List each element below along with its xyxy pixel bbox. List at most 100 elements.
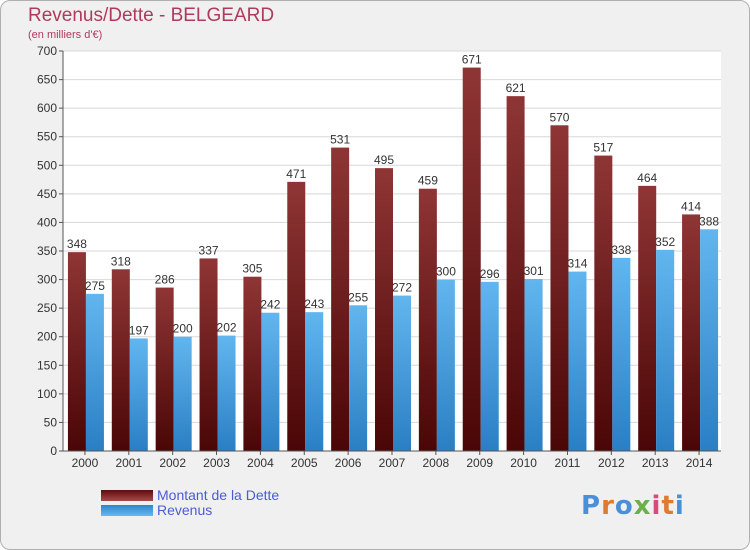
x-tick-label: 2002 [159,456,186,470]
data-label-debt: 570 [549,110,569,124]
data-label-debt: 464 [637,171,657,185]
proxiti-logo: Proxiti [581,491,685,521]
data-label-debt: 286 [155,273,175,287]
data-label-revenue: 255 [348,290,368,304]
data-label-revenue: 300 [436,265,456,279]
data-label-debt: 621 [506,81,526,95]
data-label-revenue: 314 [567,257,587,271]
logo-letter: o [614,491,634,521]
bar-debt [67,252,86,451]
x-tick-label: 2006 [335,456,362,470]
x-tick-label: 2012 [598,456,625,470]
bar-revenue [524,279,543,451]
bar-debt [682,214,701,451]
x-tick-label: 2000 [72,456,99,470]
y-tick-label: 450 [37,187,57,201]
logo-letter: x [633,491,652,521]
data-label-revenue: 242 [260,298,280,312]
bar-debt [594,155,613,452]
y-tick-label: 650 [37,73,57,87]
bar-debt [638,185,657,451]
bar-revenue [305,312,324,451]
legend-swatch-revenue [101,504,153,516]
bar-revenue [261,312,280,451]
data-label-revenue: 275 [85,279,105,293]
x-tick-label: 2014 [686,456,713,470]
y-tick-label: 150 [37,358,57,372]
bar-debt [462,67,481,452]
y-tick-label: 500 [37,158,57,172]
x-tick-label: 2003 [203,456,230,470]
bar-debt [418,188,437,451]
logo-letter: P [581,491,602,521]
chart-title: Revenus/Dette - BELGEARD [28,5,275,26]
data-label-revenue: 200 [173,322,193,336]
chart-subtitle: (en milliers d'€) [28,29,103,41]
legend-swatch-debt [101,489,153,501]
bar-revenue [436,279,455,451]
logo-letter: i [674,491,685,521]
bar-debt [550,125,569,452]
data-label-debt: 495 [374,153,394,167]
bar-debt [155,287,174,451]
legend-label-revenue: Revenus [157,502,213,518]
data-label-debt: 414 [681,199,701,213]
y-tick-label: 100 [37,387,57,401]
legend-item-debt: Montant de la Dette [101,487,280,503]
data-label-revenue: 338 [611,243,631,257]
data-label-revenue: 243 [304,297,324,311]
bar-revenue [85,293,104,451]
data-label-debt: 318 [111,254,131,268]
x-tick-label: 2013 [642,456,669,470]
bar-revenue [349,305,368,451]
x-tick-label: 2009 [466,456,493,470]
bar-revenue [568,271,587,451]
bar-revenue [129,338,148,451]
data-label-debt: 459 [418,174,438,188]
bar-revenue [612,257,631,451]
y-tick-label: 600 [37,101,57,115]
bar-revenue [700,229,719,451]
x-tick-label: 2007 [379,456,406,470]
y-tick-label: 200 [37,330,57,344]
bar-debt [506,96,525,452]
bar-debt [287,181,306,451]
x-tick-label: 2010 [510,456,537,470]
data-label-revenue: 202 [217,321,237,335]
legend-label-debt: Montant de la Dette [157,487,280,503]
data-label-revenue: 197 [129,323,149,337]
legend-item-revenue: Revenus [101,502,213,518]
bar-debt [375,168,393,451]
data-label-debt: 517 [593,141,613,155]
logo-letter: i [651,491,662,521]
bar-debt [243,276,262,451]
x-tick-label: 2004 [247,456,274,470]
data-label-revenue: 296 [480,267,500,281]
x-tick-label: 2001 [115,456,142,470]
y-tick-label: 350 [37,244,57,258]
data-label-revenue: 352 [655,235,675,249]
bar-debt [331,147,350,452]
data-label-debt: 471 [286,167,306,181]
x-tick-label: 2011 [555,456,581,470]
x-tick-label: 2008 [423,456,450,470]
data-label-revenue: 301 [524,264,544,278]
data-label-revenue: 388 [699,214,719,228]
y-tick-label: 50 [44,415,58,429]
logo-letter: r [601,491,615,521]
x-tick-label: 2005 [291,456,318,470]
bar-debt [111,269,130,451]
y-tick-label: 700 [37,44,57,58]
y-tick-label: 0 [50,444,57,458]
logo-letter: t [661,491,675,521]
y-tick-label: 400 [37,215,57,229]
data-label-debt: 337 [199,243,219,257]
data-label-debt: 348 [67,237,87,251]
bar-revenue [217,335,236,451]
bar-revenue [480,281,499,451]
data-label-revenue: 272 [392,281,412,295]
bar-revenue [173,336,192,451]
y-tick-label: 250 [37,301,57,315]
y-tick-label: 550 [37,130,57,144]
